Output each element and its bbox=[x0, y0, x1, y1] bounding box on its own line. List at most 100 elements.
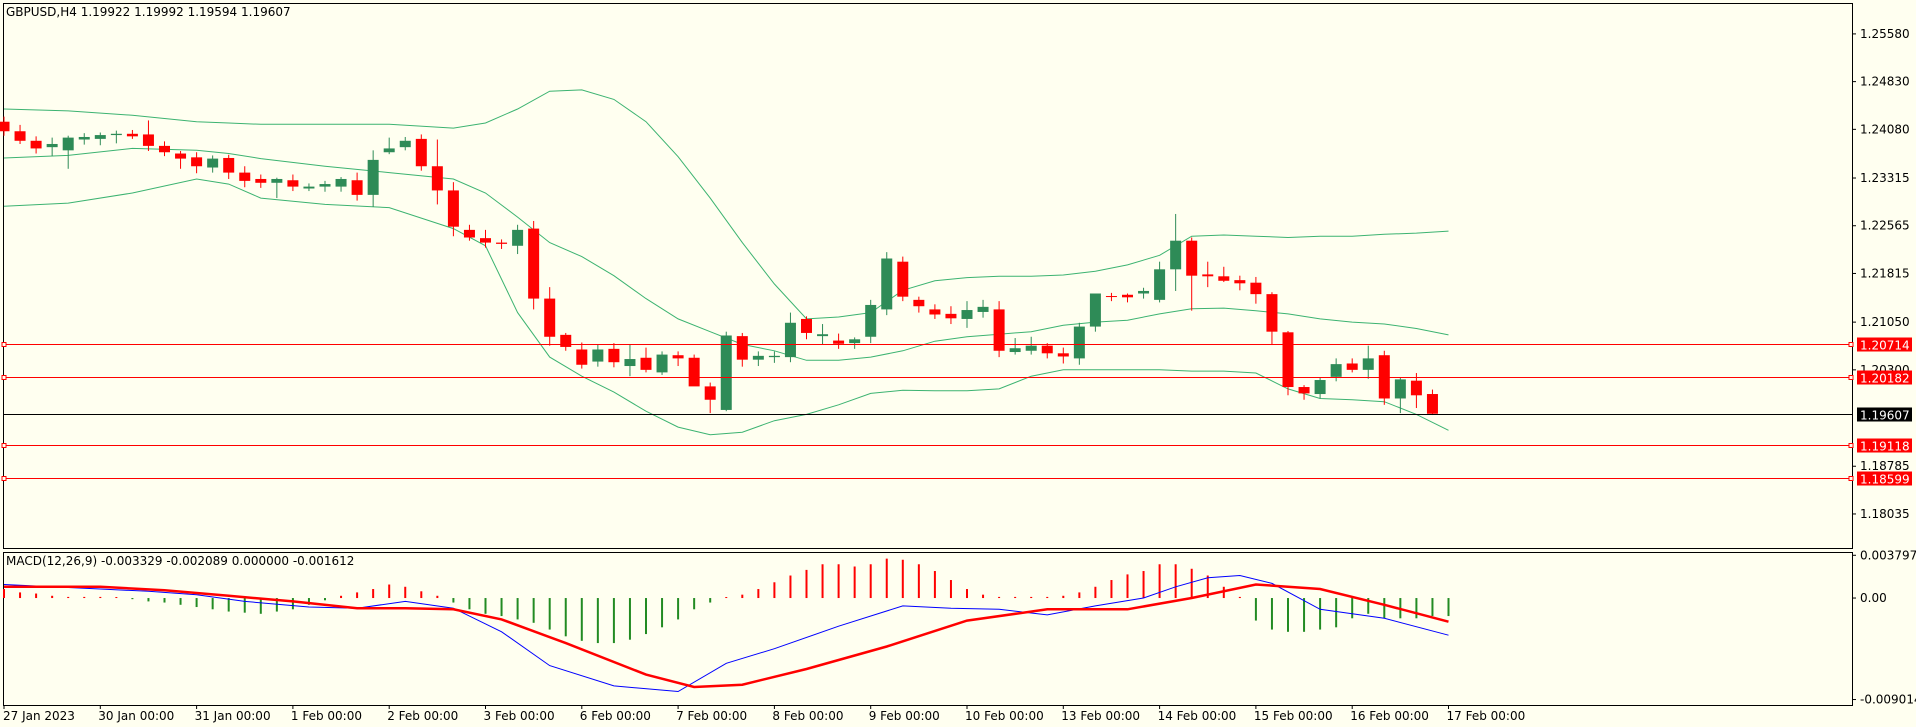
candle bbox=[46, 137, 58, 157]
candle bbox=[817, 324, 829, 345]
candle bbox=[1298, 385, 1310, 400]
candle bbox=[1426, 389, 1438, 416]
candle bbox=[287, 174, 299, 192]
candle bbox=[544, 287, 556, 346]
price-line-label: 1.19118 bbox=[1860, 440, 1910, 454]
candle bbox=[480, 229, 491, 248]
candle-body bbox=[1266, 294, 1278, 332]
bollinger-middle-line bbox=[3, 147, 1449, 361]
candle-body bbox=[961, 310, 973, 319]
candle-body bbox=[142, 134, 154, 146]
candle bbox=[1170, 213, 1182, 291]
macd-main-line bbox=[3, 574, 1449, 693]
candle-body bbox=[881, 258, 893, 310]
candle-body bbox=[1234, 280, 1246, 284]
candle-body bbox=[608, 348, 620, 363]
candle-body bbox=[78, 136, 90, 140]
candle-body bbox=[159, 145, 170, 153]
candle-body bbox=[704, 386, 716, 400]
candle-body bbox=[175, 153, 187, 159]
price-line-handle-right bbox=[1848, 342, 1854, 347]
candle bbox=[512, 224, 524, 255]
candle-body bbox=[929, 309, 941, 315]
candle-body bbox=[865, 304, 877, 337]
macd-pane[interactable] bbox=[3, 552, 1853, 706]
candle bbox=[833, 333, 845, 349]
horizontal-price-lines[interactable] bbox=[1, 342, 1854, 481]
candle-body bbox=[688, 357, 700, 387]
price-line-handle-left bbox=[1, 375, 7, 380]
candle bbox=[319, 180, 331, 192]
candle bbox=[30, 136, 42, 154]
candles bbox=[0, 116, 1438, 416]
candle bbox=[961, 301, 973, 328]
price-line-label-box bbox=[1857, 438, 1912, 453]
candle-body bbox=[993, 309, 1005, 351]
candle bbox=[672, 351, 684, 367]
candle bbox=[1314, 377, 1326, 399]
price-tick-label: 1.25580 bbox=[1860, 27, 1910, 41]
candle-body bbox=[303, 186, 315, 189]
price-tick-label: 1.21050 bbox=[1860, 315, 1910, 329]
price-line-handle-left bbox=[1, 443, 7, 448]
price-tick-label: 1.18035 bbox=[1860, 507, 1910, 521]
candle-body bbox=[768, 355, 780, 358]
candle-body bbox=[1057, 353, 1069, 357]
price-line-label-box bbox=[1857, 471, 1912, 486]
macd-axis: 0.003797 0.00 -0.009014 bbox=[1852, 548, 1916, 707]
candle bbox=[801, 316, 812, 340]
candle-body bbox=[351, 180, 363, 195]
candle bbox=[1234, 275, 1246, 291]
candle-body bbox=[1378, 355, 1390, 399]
candle-body bbox=[752, 355, 764, 360]
candle bbox=[1186, 237, 1198, 311]
time-tick-label: 30 Jan 00:00 bbox=[98, 709, 174, 723]
candle bbox=[881, 252, 893, 316]
candle-body bbox=[1314, 380, 1326, 395]
candle bbox=[977, 299, 989, 318]
price-line-label: 1.18599 bbox=[1860, 473, 1910, 487]
candle-body bbox=[431, 166, 443, 191]
candle bbox=[1410, 373, 1422, 409]
candle bbox=[1009, 338, 1021, 355]
candle bbox=[865, 299, 877, 344]
candle bbox=[576, 342, 588, 369]
candle bbox=[656, 351, 668, 375]
candle bbox=[1057, 347, 1069, 364]
time-tick-label: 31 Jan 00:00 bbox=[195, 709, 271, 723]
candle-body bbox=[1073, 326, 1085, 359]
candle-body bbox=[94, 135, 106, 139]
candle-body bbox=[1394, 379, 1406, 399]
macd-title: MACD(12,26,9) -0.003329 -0.002089 0.0000… bbox=[6, 554, 354, 568]
candle bbox=[1266, 292, 1278, 346]
time-tick-label: 15 Feb 00:00 bbox=[1254, 709, 1333, 723]
candle-body bbox=[1250, 282, 1262, 295]
candle-body bbox=[1282, 332, 1294, 388]
time-tick-label: 14 Feb 00:00 bbox=[1158, 709, 1237, 723]
candle-body bbox=[560, 334, 572, 347]
candle-body bbox=[1122, 294, 1133, 298]
candle-body bbox=[14, 131, 26, 141]
candle-body bbox=[1362, 358, 1374, 370]
price-line-label-box bbox=[1857, 370, 1912, 385]
candle bbox=[62, 135, 74, 169]
candle-body bbox=[1089, 293, 1101, 327]
candle bbox=[207, 155, 219, 173]
candle-body bbox=[801, 318, 812, 333]
candle bbox=[1089, 293, 1101, 332]
time-tick-label: 2 Feb 00:00 bbox=[387, 709, 458, 723]
time-tick-label: 9 Feb 00:00 bbox=[869, 709, 940, 723]
candle-body bbox=[592, 349, 604, 362]
candle bbox=[640, 347, 652, 373]
candle-body bbox=[447, 190, 459, 227]
candle bbox=[271, 177, 283, 199]
price-pane[interactable] bbox=[3, 3, 1853, 549]
candle-body bbox=[191, 157, 203, 167]
price-line-label-box bbox=[1857, 337, 1912, 352]
candle bbox=[463, 224, 475, 241]
candle bbox=[399, 136, 411, 151]
candle bbox=[78, 133, 90, 145]
candle-body bbox=[656, 354, 668, 373]
candle-body bbox=[720, 335, 732, 410]
candle bbox=[1138, 287, 1150, 299]
